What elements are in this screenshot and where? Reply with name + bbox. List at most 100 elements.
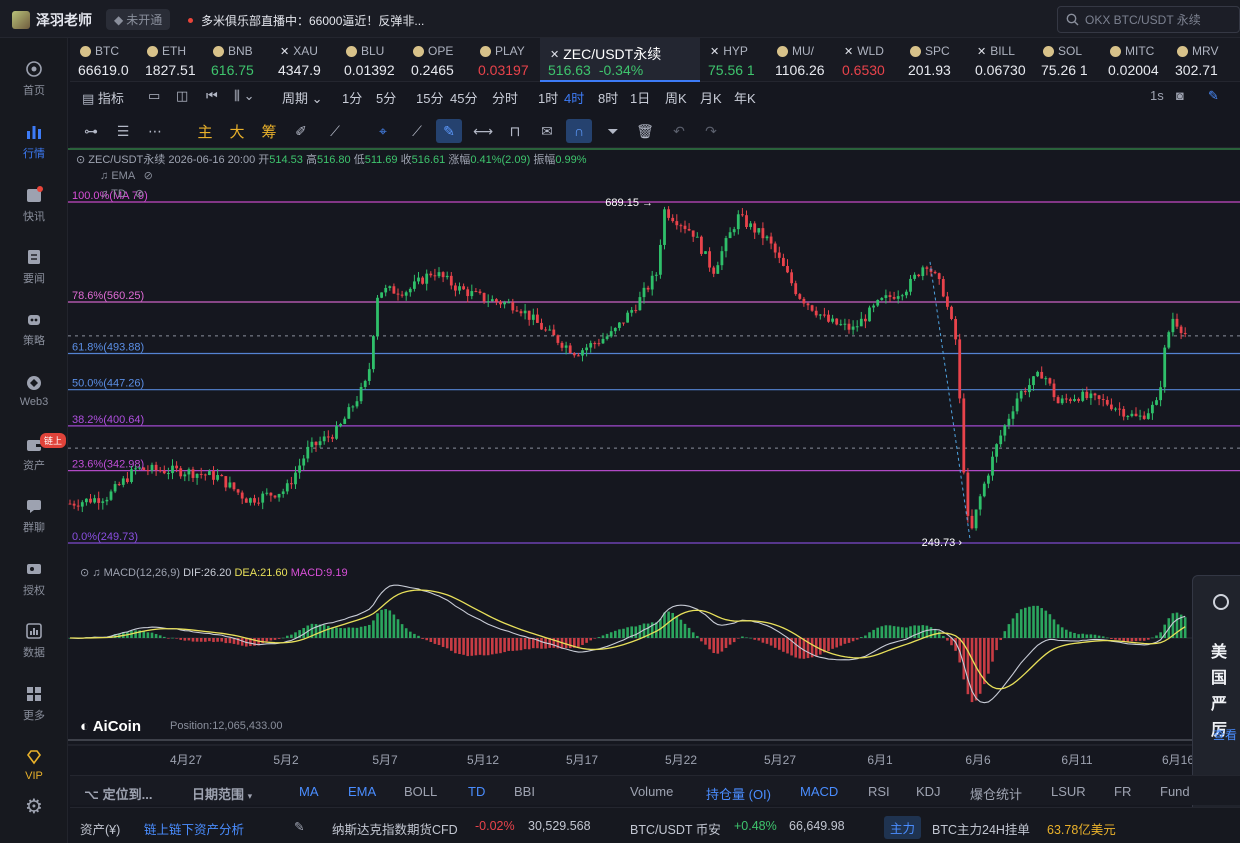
menu-icon[interactable]: ☰ (116, 122, 130, 139)
indicator-tab[interactable]: TD (468, 784, 486, 799)
magnet-icon[interactable]: ∩ (566, 119, 592, 143)
vip-status-chip[interactable]: ◆ 未开通 (106, 9, 171, 30)
onchain-analysis-link[interactable]: 链上链下资产分析 (144, 823, 245, 837)
timeframe-option[interactable]: 1日 (630, 91, 651, 106)
news-ticker[interactable]: 多米俱乐部直播中：66000逼近！反弹非... (188, 12, 424, 29)
username[interactable]: 泽羽老师 (36, 11, 92, 28)
line-tool-icon[interactable]: ⟋ (330, 122, 340, 139)
ema-indicator[interactable]: ♫ EMA ⊘ (100, 169, 153, 182)
redo-icon[interactable]: ↷ (705, 122, 717, 139)
lock-icon[interactable]: ⊓ (509, 122, 521, 139)
indicator-tab[interactable]: Volume (630, 784, 674, 799)
filter-icon[interactable]: ⏷ (607, 122, 619, 139)
sidebar-item-0[interactable]: 首页 (0, 52, 68, 104)
indicator-tab[interactable]: RSI (868, 784, 890, 799)
ticker-item[interactable]: SPC 201.93 (900, 38, 967, 82)
eye-off-icon[interactable]: ⊘ (143, 170, 153, 182)
ticker-item[interactable]: ✕ WLD 0.6530 (834, 38, 900, 82)
ticker-item[interactable]: BTC 66619.0 (70, 38, 137, 82)
indicator-tab[interactable]: 爆仓统计 (970, 787, 1023, 802)
indicator-tab[interactable]: KDJ (916, 784, 941, 799)
chip-distribution-button[interactable]: 筹 (261, 123, 277, 141)
search-input[interactable] (1085, 12, 1225, 27)
ticker-item[interactable]: PLAY 0.03197 (470, 38, 540, 82)
ticker-item[interactable]: MU/1106.26 (767, 38, 834, 82)
nasdaq-name[interactable]: 纳斯达克指数期货CFD (332, 823, 458, 837)
big-order-button[interactable]: 大 (229, 123, 245, 141)
timeframe-option[interactable]: 4时 (564, 91, 585, 106)
timeframe-option[interactable]: 1时 (538, 91, 559, 106)
ticker-item[interactable]: ✕ BILL 0.06730 (967, 38, 1033, 82)
sidebar-item-7[interactable]: 群聊 (0, 489, 68, 541)
sidebar-item-9[interactable]: 数据 (0, 614, 68, 666)
indicator-tab[interactable]: LSUR (1051, 784, 1086, 799)
ruler-icon[interactable]: ⊶ (84, 122, 98, 139)
date-range-button[interactable]: 日期范围 ▾ (192, 784, 252, 803)
timeframe-option[interactable]: 5分 (376, 91, 397, 106)
indicator-tab[interactable]: Fund (1160, 784, 1190, 799)
candle-style-icon[interactable]: ▭ (148, 88, 161, 103)
timeframe-option[interactable]: 45分 (450, 91, 478, 106)
ticker-item[interactable]: OPE 0.2465 (403, 38, 470, 82)
collapse-icon[interactable]: ⊙ (76, 154, 86, 166)
sidebar-item-3[interactable]: 要闻 (0, 240, 68, 292)
price-chart-svg[interactable]: 100.0%(MA 79) 78.6%(560.25) 61.8%(493.88) 5… (68, 148, 1240, 773)
undo-icon[interactable]: ↶ (673, 122, 685, 139)
chart-area[interactable]: 100.0%(MA 79) 78.6%(560.25) 61.8%(493.88) 5… (68, 148, 1240, 773)
layout-icon[interactable]: ◫ (176, 88, 189, 103)
step-back-icon[interactable]: ⏮ (206, 88, 218, 103)
collapse-icon[interactable]: ⊙ (80, 567, 90, 579)
timeframe-option[interactable]: 分时 (492, 91, 519, 106)
indicator-tab[interactable]: MA (299, 784, 319, 799)
news-text[interactable]: 多米俱乐部直播中：66000逼近！反弹非... (201, 14, 425, 28)
timeframe-option[interactable]: 周K (665, 91, 687, 106)
main-force-text[interactable]: BTC主力24H挂单 (932, 823, 1030, 837)
ticker-item[interactable]: MITC 0.02004 (1100, 38, 1167, 82)
ticker-item[interactable]: ✕ XAU 4347.9 (270, 38, 336, 82)
indicator-tab[interactable]: 持仓量 (OI) (706, 787, 771, 802)
ticker-item[interactable]: ✕ HYP 75.56 1 (700, 38, 767, 82)
sidebar-item-1[interactable]: 行情 (0, 115, 68, 167)
brush-icon[interactable]: ✎ (436, 119, 462, 143)
settings-button[interactable]: ⚙ (0, 780, 68, 832)
timeframe-option[interactable]: 月K (700, 91, 722, 106)
ticker-item[interactable]: BNB 616.75 (203, 38, 270, 82)
indicator-tab[interactable]: BBI (514, 784, 535, 799)
indicator-button[interactable]: ▤ 指标 (82, 88, 124, 107)
bell-icon[interactable]: ♫ (92, 567, 101, 579)
bell-icon[interactable]: ♫ (100, 170, 109, 182)
btc-name[interactable]: BTC/USDT 币安 (630, 823, 721, 837)
ticker-item[interactable]: SOL 75.26 1 (1033, 38, 1100, 82)
bell-icon[interactable]: ♫ (100, 188, 109, 200)
sidebar-item-10[interactable]: 更多 (0, 677, 68, 729)
ticker-item[interactable]: MRV 302.71 (1167, 38, 1240, 82)
eye-off-icon[interactable]: ⊘ (134, 188, 145, 200)
edit-icon[interactable]: ✎ (294, 820, 305, 834)
timeframe-option[interactable]: 15分 (416, 91, 444, 106)
timeframe-option[interactable]: 8时 (598, 91, 619, 106)
camera-icon[interactable]: ◙ (1176, 88, 1184, 103)
timeframe-option[interactable]: 年K (734, 91, 756, 106)
period-dropdown[interactable]: 周期 ⌄ (282, 88, 323, 107)
timeframe-option[interactable]: 1分 (342, 91, 363, 106)
note-icon[interactable]: ✉ (541, 122, 553, 139)
main-chart-button[interactable]: 主 (197, 123, 213, 141)
ticker-item[interactable]: ✕ ZEC/USDT永续 516.63 -0.34% (540, 38, 700, 82)
indicator-tab[interactable]: MACD (800, 784, 839, 799)
indicator-tab[interactable]: BOLL (404, 784, 438, 799)
candlestick-type-icon[interactable]: ⫼ ⌄ (234, 88, 255, 103)
popup-view-link[interactable]: 查看 (1213, 728, 1238, 742)
trash-icon[interactable]: 🗑 (636, 122, 654, 139)
locate-button[interactable]: ⌥ 定位到... (84, 784, 152, 803)
sidebar-item-4[interactable]: 策略 (0, 302, 68, 354)
td-indicator[interactable]: ♫ TD ⊘ (100, 187, 144, 200)
indicator-tab[interactable]: EMA (348, 784, 377, 799)
ticker-item[interactable]: BLU 0.01392 (336, 38, 403, 82)
sidebar-item-5[interactable]: Web3 (0, 364, 68, 416)
ticker-item[interactable]: ETH 1827.51 (137, 38, 203, 82)
avatar[interactable] (12, 10, 30, 29)
cursor-icon[interactable]: ⌖ (379, 122, 387, 139)
sidebar-item-11[interactable]: VIP (0, 738, 68, 790)
sidebar-item-2[interactable]: 快讯 (0, 178, 68, 230)
sidebar-item-6[interactable]: 资产 链上 (0, 427, 68, 479)
